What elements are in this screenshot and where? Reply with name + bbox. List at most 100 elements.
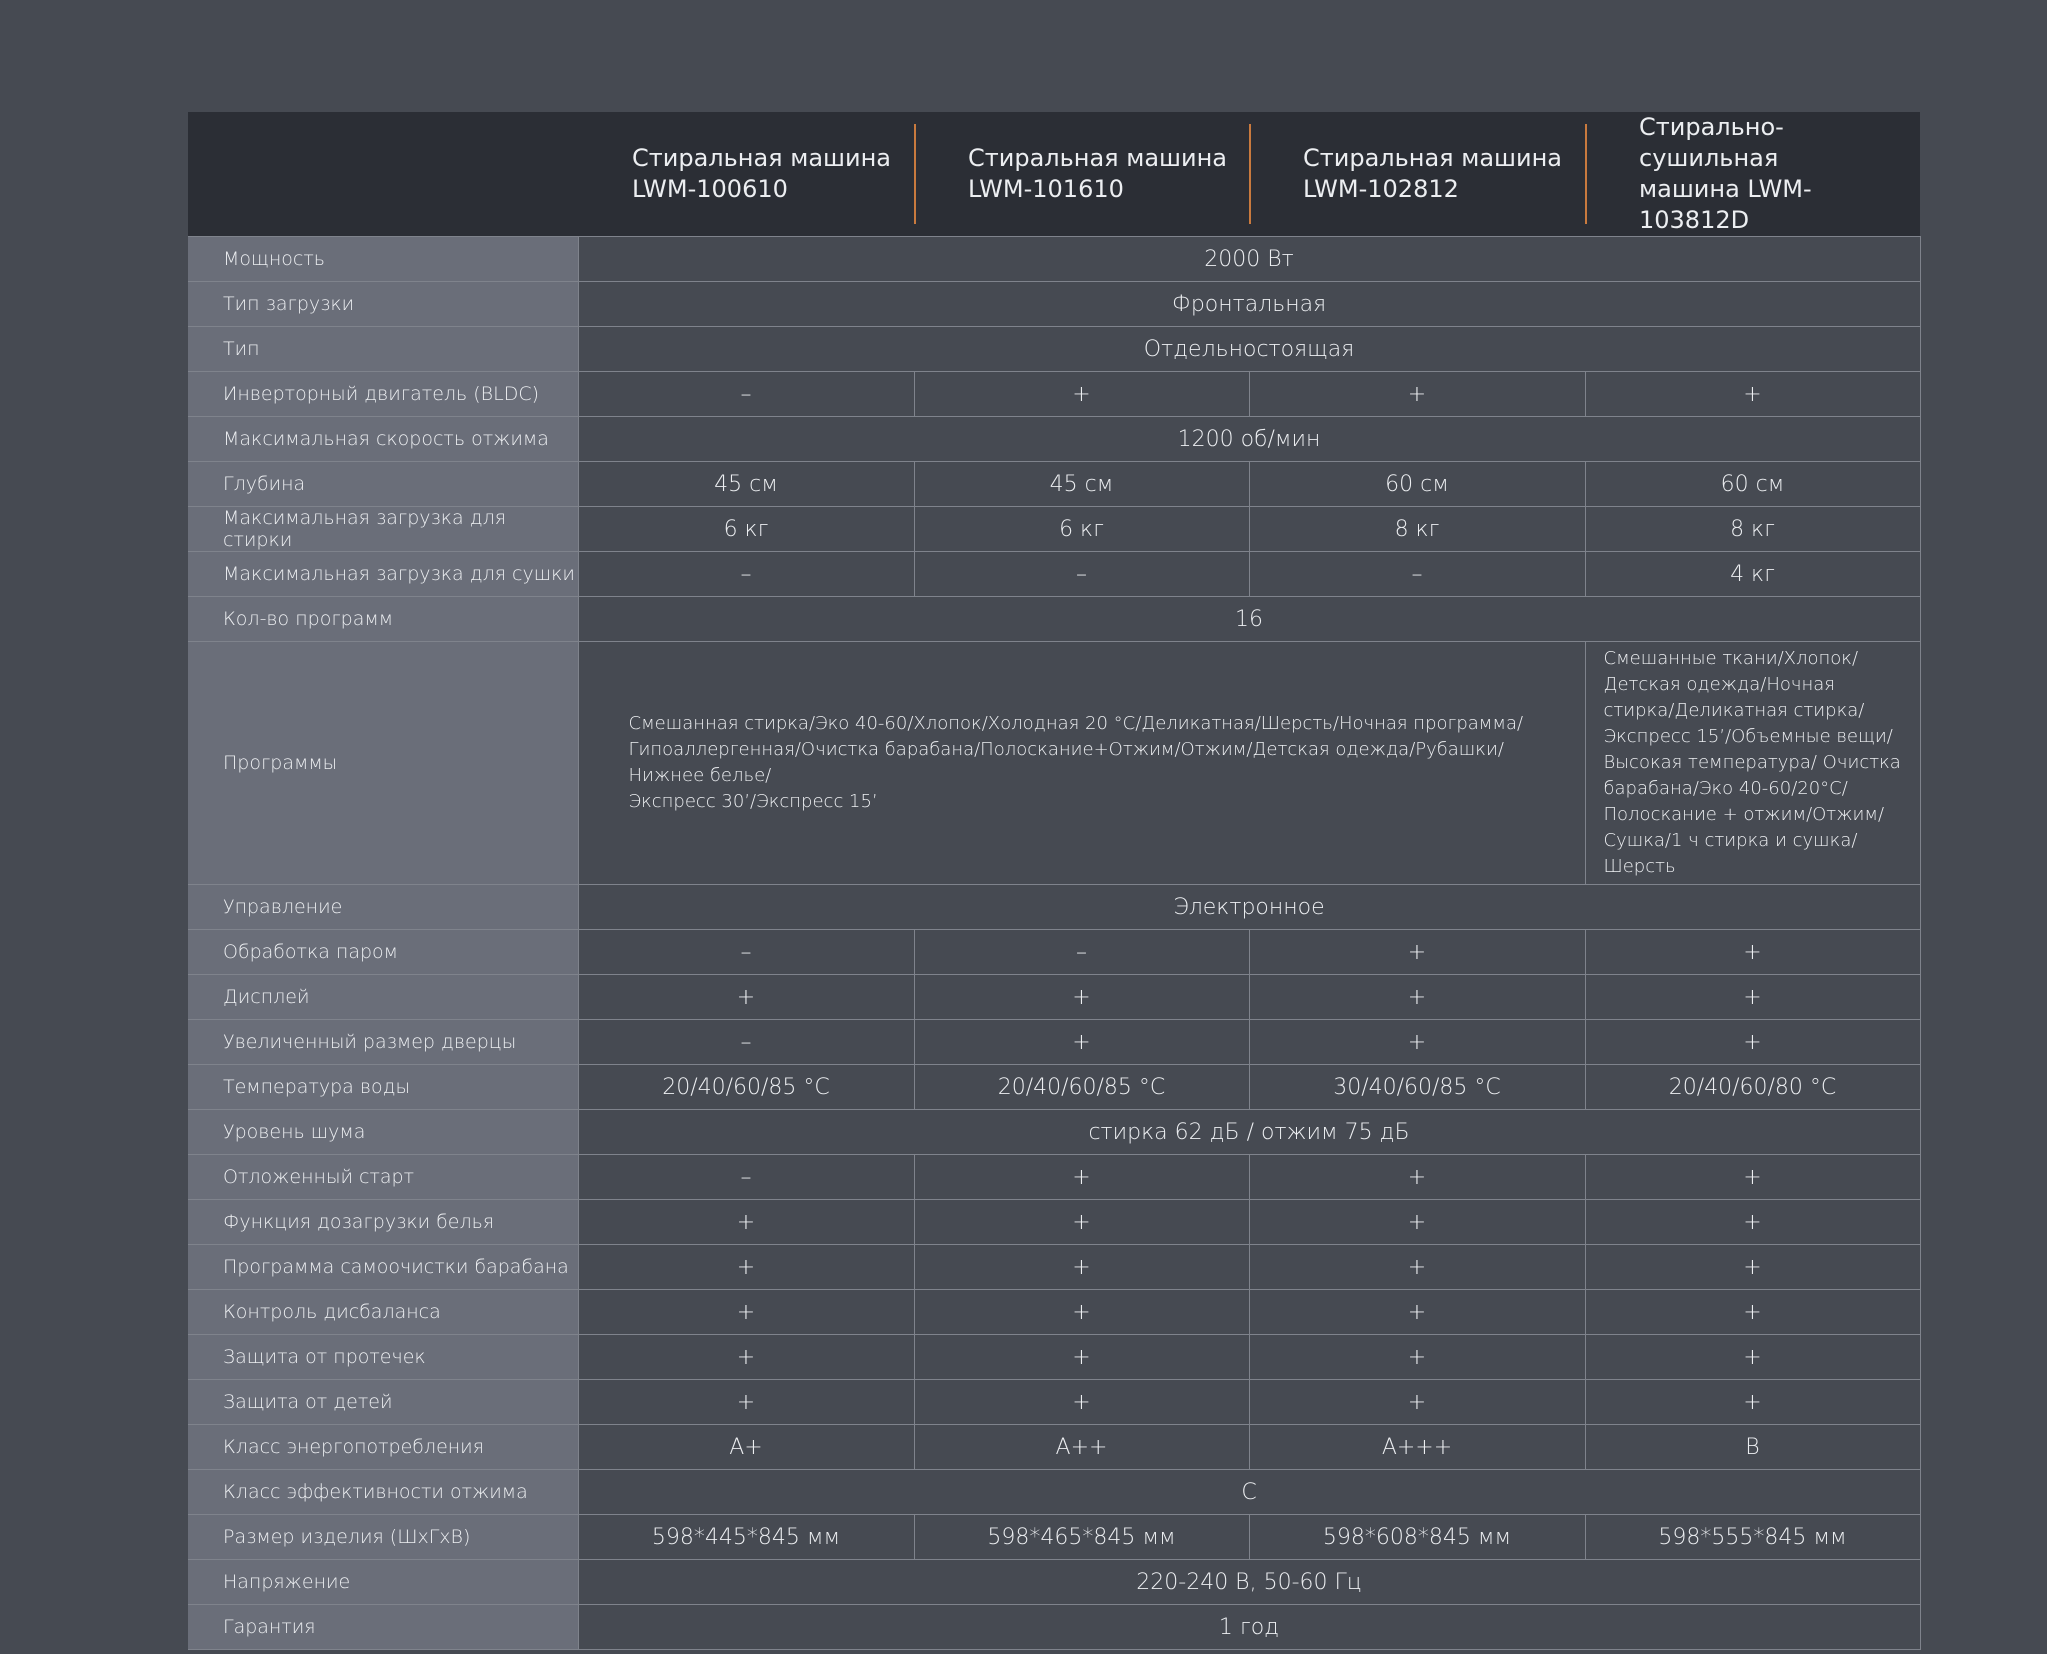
cell-value: 60 см — [1248, 461, 1586, 507]
row-label: Инверторный двигатель (BLDC) — [188, 371, 579, 417]
row-label: Напряжение — [188, 1559, 579, 1605]
cell-value: Смешанные ткани/Хлопок/Детская одежда/Но… — [1584, 641, 1921, 885]
row-label: Максимальная скорость отжима — [188, 416, 579, 462]
table-row: Обработка паром – – + + — [188, 929, 1921, 975]
cell-value: 598*608*845 мм — [1248, 1514, 1586, 1560]
table-row: Максимальная загрузка для сушки – – –4 кг — [188, 551, 1921, 597]
row-label: Класс эффективности отжима — [188, 1469, 579, 1515]
cell-value: 1200 об/мин — [577, 416, 1921, 462]
cell-value: 4 кг — [1584, 551, 1921, 597]
table-row: Функция дозагрузки белья + + + + — [188, 1199, 1921, 1245]
cell-value: + — [1248, 371, 1586, 417]
column-header: Стиральная машина LWM-100610 — [578, 112, 914, 237]
cell-value: 598*555*845 мм — [1584, 1514, 1921, 1560]
cell-value: + — [913, 1244, 1250, 1290]
cell-value: + — [577, 1334, 915, 1380]
cell-value: A+ — [577, 1424, 915, 1470]
row-label: Увеличенный размер дверцы — [188, 1019, 579, 1065]
cell-value: + — [577, 974, 915, 1020]
cell-value: + — [1584, 1019, 1921, 1065]
cell-value: + — [577, 1244, 915, 1290]
cell-value: 8 кг — [1584, 506, 1921, 552]
row-label: Уровень шума — [188, 1109, 579, 1155]
cell-value: + — [1248, 1289, 1586, 1335]
row-label: Максимальная загрузка для стирки — [188, 506, 579, 552]
row-label: Тип — [188, 326, 579, 372]
table-row: Напряжение 220-240 В, 50-60 Гц — [188, 1559, 1921, 1605]
row-label: Тип загрузки — [188, 281, 579, 327]
header-row: Стиральная машина LWM-100610 Стиральная м… — [188, 112, 1920, 237]
cell-value: + — [1248, 1154, 1586, 1200]
cell-value: + — [1584, 1289, 1921, 1335]
row-label: Гарантия — [188, 1604, 579, 1650]
cell-value: + — [1584, 929, 1921, 975]
row-label: Отложенный старт — [188, 1154, 579, 1200]
cell-value: 598*465*845 мм — [913, 1514, 1250, 1560]
table-row: Температура воды 20/40/60/85 °C 20/40/60/8… — [188, 1064, 1921, 1110]
table-row: Глубина 45 см 45 см 60 см 60 см — [188, 461, 1921, 507]
cell-value: + — [1248, 1019, 1586, 1065]
column-header: Стиральная машина LWM-101610 — [914, 112, 1249, 237]
row-label: Защита от детей — [188, 1379, 579, 1425]
table-row: Инверторный двигатель (BLDC) – + + + — [188, 371, 1921, 417]
cell-value: 45 см — [913, 461, 1250, 507]
cell-value: + — [913, 1019, 1250, 1065]
row-label: Дисплей — [188, 974, 579, 1020]
cell-value: + — [1248, 1334, 1586, 1380]
table-row: Дисплей + + + + — [188, 974, 1921, 1020]
row-label: Размер изделия (ШхГхВ) — [188, 1514, 579, 1560]
cell-value: C — [577, 1469, 1921, 1515]
table-row: Уровень шума стирка 62 дБ / отжим 75 дБ — [188, 1109, 1921, 1155]
spec-table: Стиральная машина LWM-100610 Стиральная м… — [188, 112, 1921, 1650]
row-label: Защита от протечек — [188, 1334, 579, 1380]
row-label: Управление — [188, 884, 579, 930]
cell-value: 6 кг — [577, 506, 915, 552]
cell-value: 1 год — [577, 1604, 1921, 1650]
cell-value: + — [913, 371, 1250, 417]
cell-value: + — [1584, 1334, 1921, 1380]
cell-value: + — [1584, 371, 1921, 417]
row-label: Кол-во программ — [188, 596, 579, 642]
cell-value: A+++ — [1248, 1424, 1586, 1470]
cell-value: 20/40/60/85 °C — [577, 1064, 915, 1110]
table-row: Тип загрузки Фронтальная — [188, 281, 1921, 327]
cell-value: + — [913, 1334, 1250, 1380]
cell-value: + — [577, 1289, 915, 1335]
table-row: Программы Смешанная стирка/Эко 40-60/Хлоп… — [188, 641, 1921, 885]
cell-value: 2000 Вт — [577, 236, 1921, 282]
cell-value: + — [577, 1379, 915, 1425]
cell-value: + — [913, 1154, 1250, 1200]
cell-value: Фронтальная — [577, 281, 1921, 327]
cell-value: – — [913, 551, 1250, 597]
cell-value: + — [913, 1289, 1250, 1335]
table-row: Защита от протечек + + + + — [188, 1334, 1921, 1380]
column-header: Стирально-сушильная машина LWM-103812D — [1585, 112, 1920, 237]
cell-value: + — [913, 974, 1250, 1020]
cell-value: + — [1584, 974, 1921, 1020]
row-label: Температура воды — [188, 1064, 579, 1110]
cell-value: + — [1584, 1154, 1921, 1200]
cell-value: 8 кг — [1248, 506, 1586, 552]
row-label: Программа самоочистки барабана — [188, 1244, 579, 1290]
cell-value: стирка 62 дБ / отжим 75 дБ — [577, 1109, 1921, 1155]
cell-value: + — [1584, 1199, 1921, 1245]
cell-value: + — [1584, 1244, 1921, 1290]
row-label: Глубина — [188, 461, 579, 507]
cell-value: – — [577, 371, 915, 417]
table-row: Управление Электронное — [188, 884, 1921, 930]
cell-value: + — [913, 1379, 1250, 1425]
row-label: Мощность — [188, 236, 579, 282]
cell-value: – — [577, 551, 915, 597]
row-label: Обработка паром — [188, 929, 579, 975]
table-row: Максимальная загрузка для стирки 6 кг 6 кг… — [188, 506, 1921, 552]
cell-value: + — [1248, 1379, 1586, 1425]
table-row: Тип Отдельностоящая — [188, 326, 1921, 372]
table-row: Контроль дисбаланса + + + + — [188, 1289, 1921, 1335]
table-row: Мощность 2000 Вт — [188, 236, 1921, 282]
cell-value: 6 кг — [913, 506, 1250, 552]
cell-value: + — [913, 1199, 1250, 1245]
cell-value: – — [577, 1019, 915, 1065]
row-label: Класс энергопотребления — [188, 1424, 579, 1470]
cell-value: Смешанная стирка/Эко 40-60/Хлопок/Холодн… — [577, 641, 1586, 885]
cell-value: 220-240 В, 50-60 Гц — [577, 1559, 1921, 1605]
